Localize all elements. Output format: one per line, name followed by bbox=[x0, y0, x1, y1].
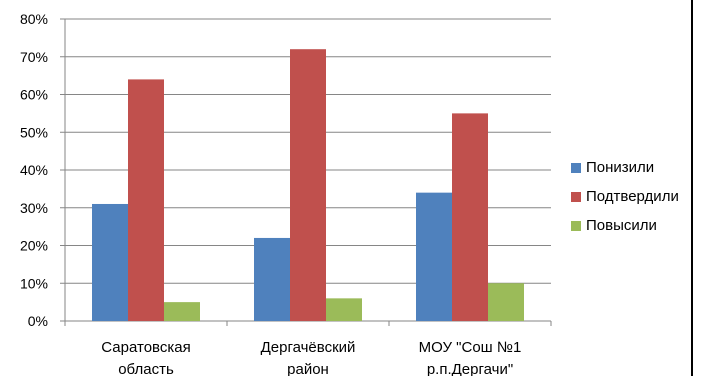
x-category-label: Дергачёвский bbox=[261, 339, 356, 356]
bar-Подтвердили bbox=[452, 113, 488, 321]
legend: Понизили Подтвердили Повысили bbox=[571, 153, 679, 240]
x-category-label: Саратовская bbox=[101, 339, 190, 356]
legend-swatch bbox=[571, 162, 581, 173]
bar-Понизили bbox=[92, 203, 128, 321]
x-category-label: район bbox=[287, 361, 329, 376]
bar-Понизили bbox=[416, 192, 452, 321]
x-category-label: р.п.Дергачи" bbox=[427, 361, 513, 376]
y-tick-label: 80% bbox=[20, 11, 48, 27]
legend-item-Повысили: Повысили bbox=[571, 211, 679, 240]
y-tick-label: 70% bbox=[20, 49, 48, 65]
x-category-label: область bbox=[118, 361, 174, 376]
y-tick-label: 20% bbox=[20, 238, 48, 254]
bar-Повысили bbox=[164, 302, 200, 321]
y-tick-label: 10% bbox=[20, 275, 48, 291]
x-category-label: МОУ "Сош №1 bbox=[419, 339, 522, 356]
legend-swatch bbox=[571, 220, 581, 231]
legend-label: Подтвердили bbox=[586, 188, 679, 205]
y-tick-label: 0% bbox=[28, 313, 48, 329]
bar-Повысили bbox=[326, 298, 362, 321]
legend-swatch bbox=[571, 191, 581, 202]
y-tick-label: 40% bbox=[20, 162, 48, 178]
legend-item-Понизили: Понизили bbox=[571, 153, 679, 182]
legend-label: Понизили bbox=[586, 159, 655, 176]
bar-Повысили bbox=[488, 283, 524, 321]
y-tick-label: 60% bbox=[20, 87, 48, 103]
chart-frame-border bbox=[691, 0, 693, 376]
bar-Подтвердили bbox=[128, 79, 164, 322]
bar-Подтвердили bbox=[290, 49, 326, 321]
legend-label: Повысили bbox=[586, 217, 657, 234]
legend-item-Подтвердили: Подтвердили bbox=[571, 182, 679, 211]
y-tick-label: 30% bbox=[20, 200, 48, 216]
bar-Понизили bbox=[254, 237, 290, 321]
y-tick-label: 50% bbox=[20, 124, 48, 140]
